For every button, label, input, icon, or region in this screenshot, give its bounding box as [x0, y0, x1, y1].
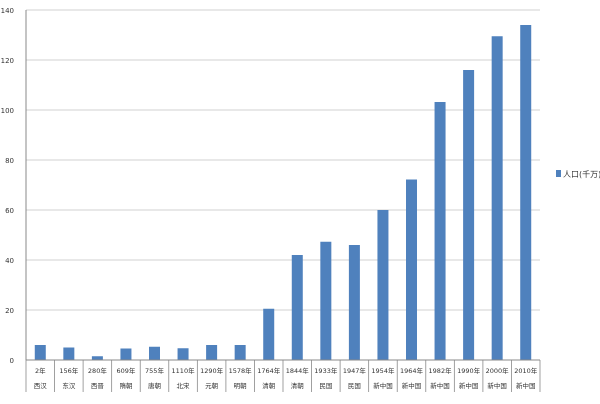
bar [34, 345, 46, 360]
x-tick-label-dynasty: 清朝 [291, 381, 304, 390]
bar [149, 346, 160, 360]
x-tick-label-dynasty: 明朝 [234, 382, 247, 390]
y-tick-label: 40 [5, 257, 14, 265]
x-tick-label-year: 280年 [88, 366, 107, 375]
x-tick-label-year: 755年 [145, 366, 164, 375]
x-tick-label-year: 1110年 [172, 366, 196, 375]
bar [463, 70, 475, 360]
x-tick-label-year: 1982年 [429, 366, 453, 375]
bar [491, 36, 503, 360]
x-tick-label-year: 1578年 [229, 366, 253, 375]
bar [177, 348, 189, 360]
x-tick-label-year: 1290年 [200, 366, 224, 375]
x-tick-label-year: 1954年 [371, 366, 395, 375]
bar [263, 308, 275, 360]
bar [434, 102, 446, 360]
legend: 人口(千万) [556, 169, 600, 179]
x-tick-label-dynasty: 北宋 [177, 381, 191, 390]
x-tick-label-year: 1947年 [343, 366, 367, 375]
y-tick-labels: 0 20 40 60 80 100 120 140 [1, 7, 14, 365]
bar [377, 210, 389, 360]
grid-lines [26, 9, 540, 311]
bar [206, 345, 218, 360]
y-tick-label: 80 [5, 157, 14, 165]
x-tick-label-dynasty: 隋朝 [119, 381, 132, 390]
bar [234, 345, 246, 360]
x-tick-label-year: 1844年 [286, 366, 310, 375]
axes [25, 10, 541, 392]
y-tick-label: 140 [1, 7, 14, 15]
y-tick-label: 0 [10, 357, 14, 365]
bar [348, 245, 360, 360]
x-tick-label-year: 2年 [35, 366, 46, 375]
legend-label: 人口(千万) [563, 169, 600, 179]
x-tick-label-year: 2010年 [514, 366, 538, 375]
y-tick-label: 20 [5, 307, 14, 315]
x-tick-label-dynasty: 新中国 [487, 381, 507, 390]
x-tick-label-dynasty: 东汉 [62, 381, 76, 390]
x-tick-label-dynasty: 元朝 [205, 382, 218, 390]
y-tick-label: 120 [1, 57, 14, 65]
bar [291, 255, 303, 360]
x-tick-label-dynasty: 新中国 [402, 381, 422, 390]
bars [34, 25, 532, 360]
bar [406, 179, 417, 360]
bar [63, 347, 75, 360]
bar [120, 348, 132, 360]
x-tick-label-year: 2000年 [486, 366, 510, 375]
x-tick-label-year: 1990年 [457, 366, 481, 375]
bar [91, 356, 103, 360]
y-tick-label: 60 [5, 207, 14, 215]
x-tick-label-dynasty: 西汉 [34, 382, 48, 390]
bar [520, 25, 532, 360]
bar [320, 241, 332, 360]
x-tick-label-dynasty: 新中国 [516, 381, 536, 390]
x-tick-label-year: 1964年 [400, 366, 424, 375]
x-tick-label-dynasty: 民国 [319, 382, 332, 390]
x-tick-label-dynasty: 新中国 [430, 381, 450, 390]
x-tick-label-dynasty: 民国 [348, 382, 361, 390]
x-tick-label-year: 1764年 [257, 366, 281, 375]
x-tick-label-year: 1933年 [314, 366, 338, 375]
x-tick-label-dynasty: 新中国 [373, 381, 393, 390]
x-tick-label-dynasty: 新中国 [459, 381, 479, 390]
legend-swatch [556, 170, 561, 177]
x-tick-label-year: 609年 [116, 366, 135, 375]
x-tick-label-dynasty: 唐朝 [148, 381, 161, 390]
x-tick-label-year: 156年 [59, 366, 78, 375]
x-tick-label-dynasty: 清朝 [262, 381, 275, 390]
x-tick-label-dynasty: 西晋 [91, 382, 105, 390]
y-tick-label: 100 [1, 107, 14, 115]
